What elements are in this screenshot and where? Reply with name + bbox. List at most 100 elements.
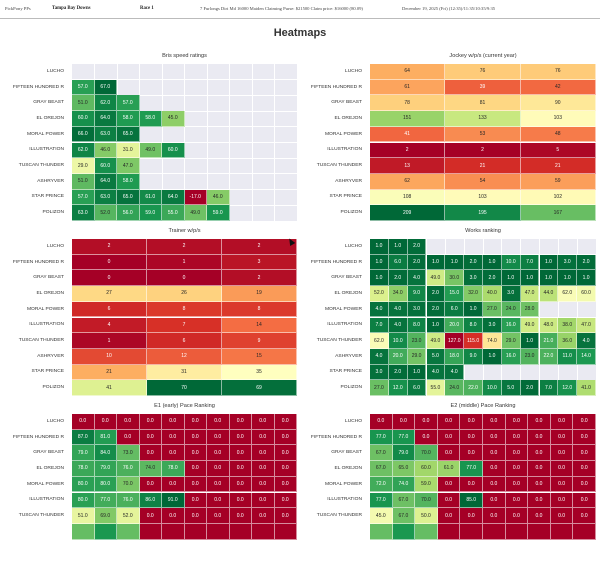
row-label: ILLUSTRATION [327, 497, 362, 503]
heatmap-cell: 81 [445, 95, 521, 112]
heatmap-cell: 14.0 [577, 348, 596, 365]
heatmap-cell: 87.0 [72, 429, 95, 446]
heatmap-cell: 79.0 [392, 445, 416, 462]
heatmap-cell: 2.0 [577, 254, 596, 271]
heatmap-cell: 0.0 [252, 461, 275, 477]
heatmap-cell: 64.0 [94, 111, 117, 127]
heatmap-cell: 0.0 [184, 476, 207, 493]
heatmap-cell: 57.0 [72, 79, 95, 96]
heatmap-cell: 66.0 [72, 126, 95, 143]
heatmap-cell: 195 [445, 205, 521, 221]
heatmap-cell: 51.0 [72, 173, 95, 190]
heatmap-cell: 67.0 [94, 79, 117, 96]
heatmap-cell: 0.0 [274, 476, 297, 493]
heatmap-cell-clipped [274, 523, 297, 540]
heatmap-cell: 7.0 [520, 254, 540, 271]
heatmap-cell: 49.0 [426, 270, 446, 287]
heatmap-cell: 10.0 [501, 254, 521, 271]
heatmap-cell: 1.0 [464, 301, 483, 318]
heatmap-cell: 151 [370, 111, 446, 127]
heatmap-cell: 2 [445, 142, 521, 159]
heatmap-cell: 0.0 [274, 429, 297, 446]
heatmap-cell: 0.0 [483, 476, 506, 493]
heatmap-cell: 0.0 [229, 492, 252, 509]
heatmap-cell: 62.0 [370, 333, 389, 349]
row-label: TUSCAN THUNDER [316, 338, 362, 344]
heatmap-cell: 30.0 [445, 270, 465, 287]
row-label: FIFTEEN HUNDRED R [310, 84, 362, 90]
heatmap-cell: 54 [445, 173, 521, 190]
heatmap-e1: E1 (early) Pace Ranking LUCHO 0.0 0.0 0.0 0.0… [0, 402, 300, 571]
heatmap-cell: 55.0 [426, 380, 446, 396]
heatmap-cell: 0.0 [550, 476, 574, 493]
heatmap-cell: 1.0 [445, 254, 465, 271]
gridline [274, 64, 275, 221]
gridline [206, 64, 208, 221]
row-label: TUSCAN THUNDER [18, 338, 64, 344]
row-label: ILLUSTRATION [29, 147, 64, 153]
heatmap-cell: 80.0 [94, 476, 117, 493]
heatmap-cell: 0.0 [162, 508, 185, 524]
heatmap-cell: 21 [520, 158, 596, 174]
heatmap-cell: 0.0 [460, 445, 483, 462]
heatmap-cell: 63.0 [94, 126, 117, 143]
heatmap-cell: 2.0 [483, 270, 502, 287]
heatmap-cell: 6 [72, 301, 147, 318]
track-name: Tampa Bay Downs [52, 6, 91, 11]
heatmap-cell: 0.0 [460, 508, 483, 524]
row-label: STAR PRINCE [329, 194, 362, 200]
row-label: GRAY BEAST [33, 100, 64, 106]
heatmap-cell: 40.0 [483, 286, 502, 302]
heatmap-cell-clipped [483, 523, 506, 540]
row-label: EL OREJON [334, 115, 362, 121]
heatmap-cell: 0.0 [573, 429, 596, 446]
heatmap-cell: 0.0 [139, 476, 162, 493]
page-title: Heatmaps [273, 27, 327, 39]
gridline [229, 64, 230, 221]
heatmap-cell: 41 [72, 380, 147, 396]
row-label: ILLUSTRATION [29, 322, 64, 328]
heatmap-cell: 12 [147, 348, 222, 365]
row-label: POLIZON [42, 210, 64, 216]
heatmap-cell: 64.0 [94, 173, 117, 190]
heatmap-cell: 0.0 [207, 508, 230, 524]
heatmap-cell: 0.0 [184, 414, 207, 430]
heatmap-cell: 36.0 [558, 333, 578, 349]
heatmap-cell: 4.0 [388, 301, 408, 318]
heatmap-cell-clipped [184, 523, 207, 540]
gridline [251, 64, 253, 221]
heatmap-cell: 70 [147, 380, 222, 396]
row-label: EL OREJON [334, 465, 362, 471]
heatmap-cell-clipped [528, 523, 551, 540]
heatmap-cell: 1.0 [539, 270, 559, 287]
heatmap-cell: 11.0 [558, 348, 578, 365]
heatmap-cell: 81.0 [94, 429, 117, 446]
heatmap-cell: 0 [72, 270, 147, 287]
heatmap-cell: 1.0 [483, 348, 502, 365]
heatmap-cell: 20.0 [388, 348, 408, 365]
heatmap-cell: 0.0 [139, 508, 162, 524]
heatmap-cell: 2.0 [388, 364, 408, 381]
heatmap-cell: 38.0 [558, 317, 578, 334]
heatmap-cell: 52.0 [117, 508, 140, 524]
heatmap-cell: 4.0 [445, 364, 465, 381]
heatmap-cell: 0.0 [460, 476, 483, 493]
heatmap-cell: 4.0 [370, 301, 389, 318]
row-label: FIFTEEN HUNDRED R [12, 84, 64, 90]
heatmap-cell: 0.0 [505, 508, 529, 524]
heatmap-cell: 48.0 [539, 317, 559, 334]
heatmap-title: Trainer w/p/s [168, 228, 201, 234]
heatmap-cell: 115.0 [464, 333, 483, 349]
heatmap-cell: 4.0 [577, 333, 596, 349]
heatmap-cell: 1.0 [501, 270, 521, 287]
heatmap-cell: 70.0 [117, 476, 140, 493]
heatmap-cell: 62 [370, 173, 446, 190]
row-label: FIFTEEN HUNDRED R [310, 434, 362, 440]
heatmap-cell: 0.0 [528, 445, 551, 462]
heatmap-cell: 0.0 [252, 508, 275, 524]
heatmap-cell: 52.0 [370, 286, 389, 302]
heatmap-cell: 60.0 [94, 158, 117, 174]
heatmap-cell: 21 [445, 158, 521, 174]
heatmap-cell: 0.0 [528, 461, 551, 477]
